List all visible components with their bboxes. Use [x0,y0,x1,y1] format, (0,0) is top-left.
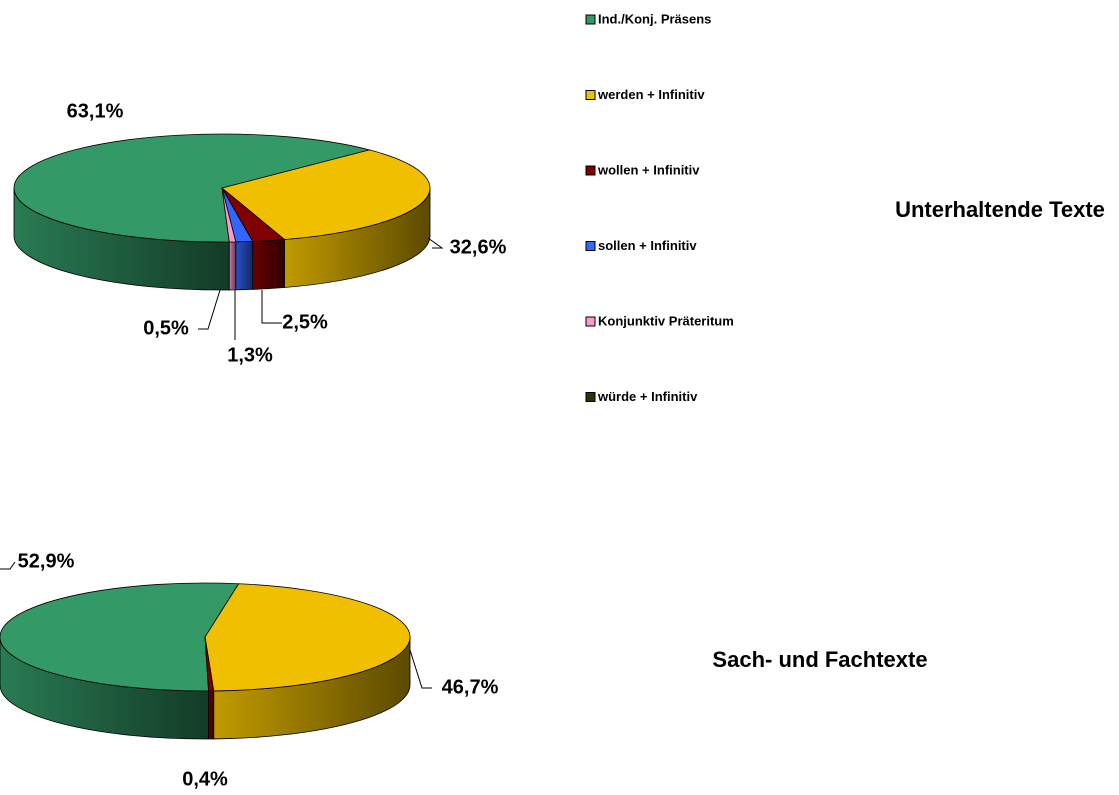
data-label: 52,9% [18,550,75,572]
leader-line [409,649,432,689]
data-label: 1,3% [227,344,273,366]
data-label: 46,7% [442,676,499,698]
side-shade [208,690,214,739]
legend-label: wollen + Infinitiv [597,162,700,177]
legend-label: werden + Infinitiv [597,87,705,102]
leader-line [261,290,282,324]
data-label: 32,6% [450,236,507,258]
slice [13,133,372,243]
data-label: 63,1% [67,100,124,122]
slice [221,187,237,243]
legend-swatch [585,241,596,251]
side-shade [229,241,236,290]
legend-swatch [585,90,596,100]
slice [221,149,431,240]
side-shade [14,188,230,290]
side-shade [213,637,410,739]
data-label: 0,4% [182,768,228,790]
side-shade [252,239,285,290]
slice [204,583,411,692]
legend-label: sollen + Infinitiv [598,238,697,253]
slice [204,636,215,692]
legend-swatch [585,14,596,25]
slice [0,582,240,692]
side-shade [284,188,430,288]
chart-title: Unterhaltende Texte [895,197,1105,222]
legend-label: Ind./Konj. Präsens [598,11,711,26]
legend-swatch [585,392,596,402]
data-label: 2,5% [282,311,328,333]
leader-line [427,237,444,249]
legend-label: würde + Infinitiv [597,389,698,404]
chart-title: Sach- und Fachtexte [712,647,928,672]
legend-label: Konjunktiv Präteritum [598,313,734,328]
data-label: 0,5% [143,317,189,339]
leader-line [0,561,16,570]
side-shade [0,637,209,739]
legend-swatch [585,165,596,176]
side-shade [235,241,253,290]
legend-swatch [585,316,596,327]
leader-line [198,289,221,330]
